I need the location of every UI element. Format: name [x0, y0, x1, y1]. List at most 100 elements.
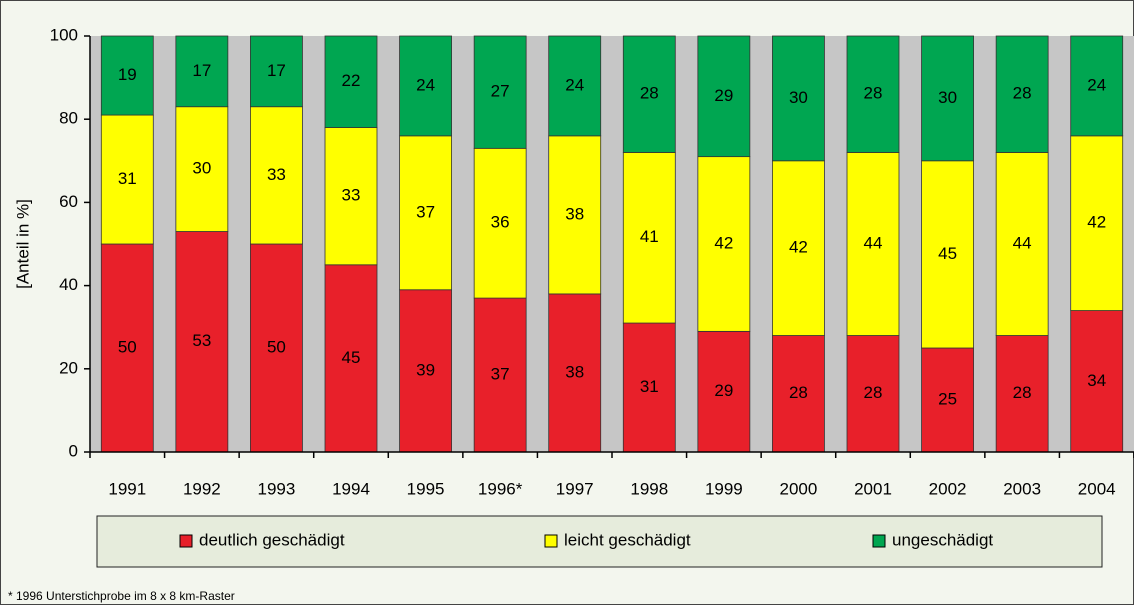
data-label: 50: [267, 337, 286, 356]
data-label: 50: [118, 337, 137, 356]
data-label: 28: [1013, 84, 1032, 103]
data-label: 36: [491, 213, 510, 232]
data-label: 28: [864, 383, 883, 402]
bar-segment: [622, 152, 676, 324]
x-tick-label: 1996*: [478, 479, 523, 498]
data-label: 34: [1087, 371, 1106, 390]
bar-segment: [548, 135, 602, 295]
legend: [96, 515, 1103, 568]
bar-segment: [250, 106, 303, 245]
x-tick-label: 1993: [258, 479, 296, 498]
data-label: 22: [342, 71, 361, 90]
legend-label: deutlich geschädigt: [199, 530, 345, 549]
x-tick-label: 1995: [407, 479, 445, 498]
data-label: 30: [192, 159, 211, 178]
bar-segment: [772, 35, 825, 162]
data-label: 33: [342, 186, 361, 205]
data-label: 37: [491, 365, 510, 384]
bar-segment: [622, 35, 676, 153]
data-label: 28: [789, 383, 808, 402]
footnote: * 1996 Unterstichprobe im 8 x 8 km-Raste…: [8, 589, 235, 603]
data-label: 44: [1013, 233, 1032, 252]
x-tick-label: 1999: [705, 479, 743, 498]
data-label: 41: [640, 227, 659, 246]
x-tick-label: 2004: [1078, 479, 1116, 498]
data-label: 33: [267, 165, 286, 184]
data-label: 42: [714, 233, 733, 252]
bar-segment: [548, 293, 602, 453]
data-label: 24: [565, 75, 584, 94]
x-tick-label: 1994: [332, 479, 370, 498]
y-tick-label: 20: [59, 358, 78, 377]
data-label: 24: [1087, 75, 1106, 94]
data-label: 39: [416, 360, 435, 379]
data-label: 27: [491, 82, 510, 101]
bar-segment: [921, 160, 974, 349]
x-tick-label: 2001: [854, 479, 892, 498]
data-label: 28: [640, 84, 659, 103]
y-tick-label: 60: [59, 192, 78, 211]
data-label: 53: [192, 331, 211, 350]
data-label: 38: [565, 204, 584, 223]
legend-label: leicht geschädigt: [564, 530, 691, 549]
data-label: 28: [864, 84, 883, 103]
data-label: 28: [1013, 383, 1032, 402]
plot-area: [90, 36, 1134, 452]
data-label: 29: [714, 381, 733, 400]
bar-segment: [697, 330, 751, 453]
x-tick-label: 2000: [780, 479, 818, 498]
legend-swatch: [872, 534, 886, 548]
bar-segment: [324, 35, 378, 128]
data-label: 17: [267, 61, 286, 80]
data-label: 31: [640, 377, 659, 396]
x-tick-label: 1997: [556, 479, 594, 498]
y-axis-label: [Anteil in %]: [13, 199, 32, 289]
bar-segment: [175, 106, 229, 232]
data-label: 30: [789, 88, 808, 107]
bar-segment: [175, 35, 229, 108]
bar-segment: [399, 135, 452, 291]
data-label: 25: [938, 389, 957, 408]
bar-segment: [846, 35, 900, 153]
bar-segment: [995, 335, 1049, 453]
y-tick-label: 0: [69, 441, 78, 460]
bar-segment: [175, 231, 229, 453]
data-label: 19: [118, 65, 137, 84]
y-tick-label: 40: [59, 275, 78, 294]
y-tick-label: 80: [59, 109, 78, 128]
bar-segment: [995, 35, 1049, 153]
bar-segment: [995, 152, 1049, 336]
bar-segment: [772, 160, 825, 336]
bar-segment: [324, 264, 378, 453]
data-label: 45: [938, 244, 957, 263]
y-tick-label: 100: [50, 25, 78, 44]
data-label: 30: [938, 88, 957, 107]
legend-swatch: [179, 534, 193, 548]
data-label: 37: [416, 202, 435, 221]
data-label: 24: [416, 75, 435, 94]
x-tick-label: 1991: [108, 479, 146, 498]
bar-segment: [473, 147, 527, 299]
data-label: 31: [118, 169, 137, 188]
bar-segment: [100, 243, 154, 453]
x-tick-label: 2003: [1003, 479, 1041, 498]
bar-segment: [473, 35, 527, 149]
bar-segment: [921, 35, 974, 162]
data-label: 29: [714, 86, 733, 105]
bar-segment: [1070, 35, 1124, 137]
data-label: 44: [864, 233, 883, 252]
bar-segment: [697, 35, 751, 158]
bar-segment: [100, 35, 154, 116]
data-label: 17: [192, 61, 211, 80]
bar-segment: [1070, 135, 1124, 311]
data-label: 42: [1087, 213, 1106, 232]
bar-segment: [399, 35, 452, 137]
legend-label: ungeschädigt: [892, 530, 993, 549]
bar-segment: [399, 289, 452, 453]
bar-segment: [250, 35, 303, 108]
x-tick-label: 1992: [183, 479, 221, 498]
bar-segment: [697, 156, 751, 332]
bar-segment: [548, 35, 602, 137]
x-tick-label: 2002: [929, 479, 967, 498]
